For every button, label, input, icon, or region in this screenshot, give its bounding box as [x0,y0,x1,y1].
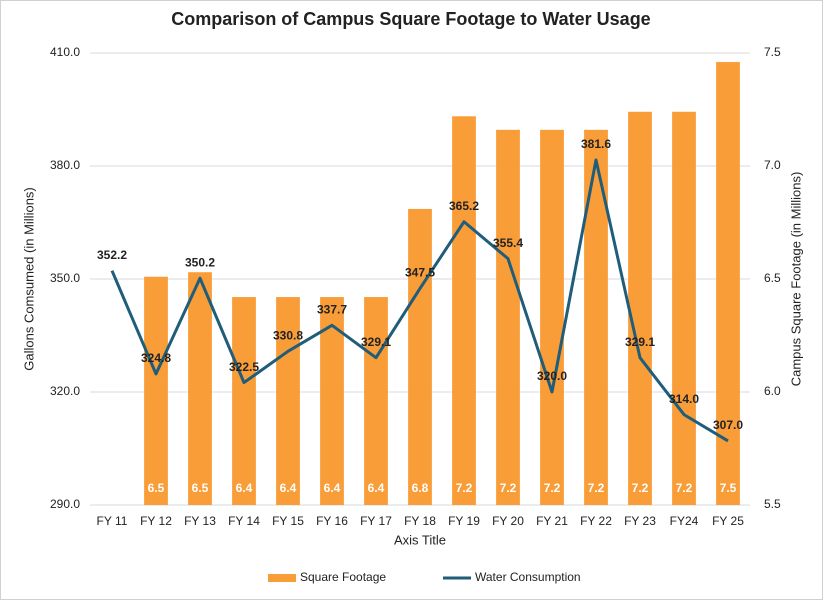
bar [188,272,212,505]
x-tick-label: FY 19 [448,514,480,528]
x-tick-label: FY 20 [492,514,524,528]
line-value-label: 322.5 [229,360,259,374]
line-value-label: 365.2 [449,199,479,213]
legend-label: Square Footage [300,570,386,584]
y-tick-label: 350.0 [50,271,80,285]
line-value-label: 347.5 [405,266,435,280]
bar [408,208,432,505]
bar-value-label: 6.4 [280,481,297,495]
line-value-label: 307.0 [713,418,743,432]
x-tick-label: FY 13 [184,514,216,528]
x-tick-label: FY 25 [712,514,744,528]
line-value-label: 324.8 [141,351,171,365]
bar [452,116,476,505]
x-tick-label: FY24 [670,514,699,528]
line-value-label: 329.1 [625,335,655,349]
bar [144,276,168,505]
bar-value-label: 6.5 [148,481,165,495]
legend-label: Water Consumption [475,570,581,584]
x-tick-label: FY 21 [536,514,568,528]
bar [584,129,608,505]
line-value-label: 337.7 [317,303,347,317]
bar-value-label: 7.2 [456,481,473,495]
y2-tick-label: 7.0 [764,158,781,172]
y2-axis-title: Campus Square Footage (in Millions) [788,172,803,387]
bar-value-label: 7.2 [544,481,561,495]
line-value-label: 320.0 [537,369,567,383]
y2-tick-label: 6.0 [764,384,781,398]
chart-title: Comparison of Campus Square Footage to W… [171,9,650,29]
bar [232,297,256,505]
x-tick-label: FY 17 [360,514,392,528]
line-value-label: 329.1 [361,335,391,349]
bar [716,62,740,505]
x-tick-label: FY 16 [316,514,348,528]
line-value-label: 355.4 [493,236,523,250]
legend-swatch [268,574,296,582]
y2-tick-label: 6.5 [764,271,781,285]
x-tick-label: FY 18 [404,514,436,528]
x-tick-label: FY 11 [97,514,128,528]
line-series [110,158,729,443]
bar-value-label: 7.2 [676,481,693,495]
bar-value-label: 6.5 [192,481,209,495]
line-value-label: 381.6 [581,137,611,151]
x-axis-title: Axis Title [394,532,446,547]
bar [320,297,344,505]
x-tick-label: FY 14 [228,514,260,528]
bar-value-label: 7.5 [720,481,737,495]
bar-value-label: 6.8 [412,481,429,495]
bar [672,111,696,505]
bar-value-label: 7.2 [588,481,605,495]
x-tick-label: FY 22 [580,514,612,528]
y2-tick-label: 5.5 [764,497,781,511]
y-tick-label: 320.0 [50,384,80,398]
bar-value-label: 7.2 [632,481,649,495]
line-value-label: 330.8 [273,328,303,342]
bar-value-label: 6.4 [368,481,385,495]
bar-value-label: 6.4 [324,481,341,495]
y2-tick-label: 7.5 [764,45,781,59]
line-value-label: 314.0 [669,392,699,406]
bar [628,111,652,505]
y-tick-label: 410.0 [50,45,80,59]
x-tick-label: FY 15 [272,514,304,528]
x-tick-label: FY 23 [624,514,656,528]
bar [540,129,564,505]
x-tick-label: FY 12 [140,514,172,528]
bar-value-label: 7.2 [500,481,517,495]
line-value-label: 352.2 [97,248,127,262]
y-axis-title: Gallons Comsumed (in Millions) [21,187,36,371]
y-tick-label: 290.0 [50,497,80,511]
bar [364,297,388,505]
bar-value-label: 6.4 [236,481,253,495]
bar [496,129,520,505]
y-tick-label: 380.0 [50,158,80,172]
line-value-label: 350.2 [185,255,215,269]
